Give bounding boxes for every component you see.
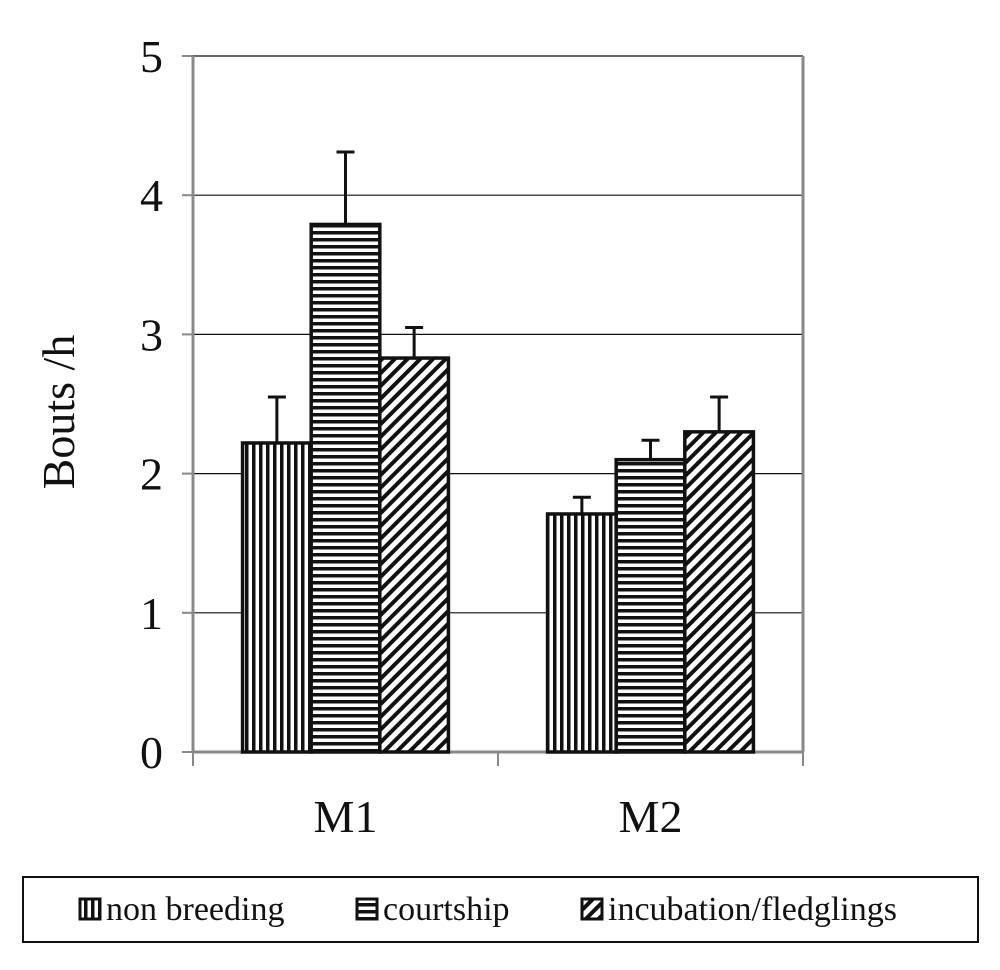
error-bars — [267, 150, 729, 514]
x-category-label: M2 — [619, 791, 683, 842]
bar-incubation-fledglings-m1 — [378, 356, 451, 754]
y-tick-label: 4 — [140, 170, 163, 221]
y-tick-label: 2 — [140, 449, 163, 500]
plot-area: 0 1 2 3 4 5 M1 M2 — [140, 31, 805, 842]
legend-swatch — [580, 897, 604, 921]
legend: non breeding courtship incubation/fledglin… — [22, 876, 979, 943]
y-tick-label: 3 — [140, 309, 163, 360]
legend-label: incubation/fledglings — [608, 891, 897, 928]
bar-courtship-m1 — [309, 222, 382, 754]
bar-courtship-m2 — [614, 457, 687, 754]
legend-box — [22, 876, 979, 943]
y-ticks: 0 1 2 3 4 5 — [140, 31, 193, 778]
y-tick-label: 1 — [140, 588, 163, 639]
bar-non-breeding-m2 — [545, 512, 618, 754]
legend-label: courtship — [383, 891, 510, 928]
y-tick-label: 0 — [140, 727, 163, 778]
bars — [240, 222, 756, 754]
legend-label: non breeding — [106, 891, 284, 928]
y-tick-label: 5 — [140, 31, 163, 82]
x-ticks: M1 M2 — [192, 752, 804, 842]
bar-non-breeding-m1 — [240, 441, 313, 754]
y-axis-title: Bouts /h — [33, 335, 84, 490]
x-category-label: M1 — [314, 791, 378, 842]
legend-swatch — [78, 897, 102, 921]
bar-incubation-fledglings-m2 — [683, 430, 756, 754]
legend-swatch — [355, 897, 379, 921]
